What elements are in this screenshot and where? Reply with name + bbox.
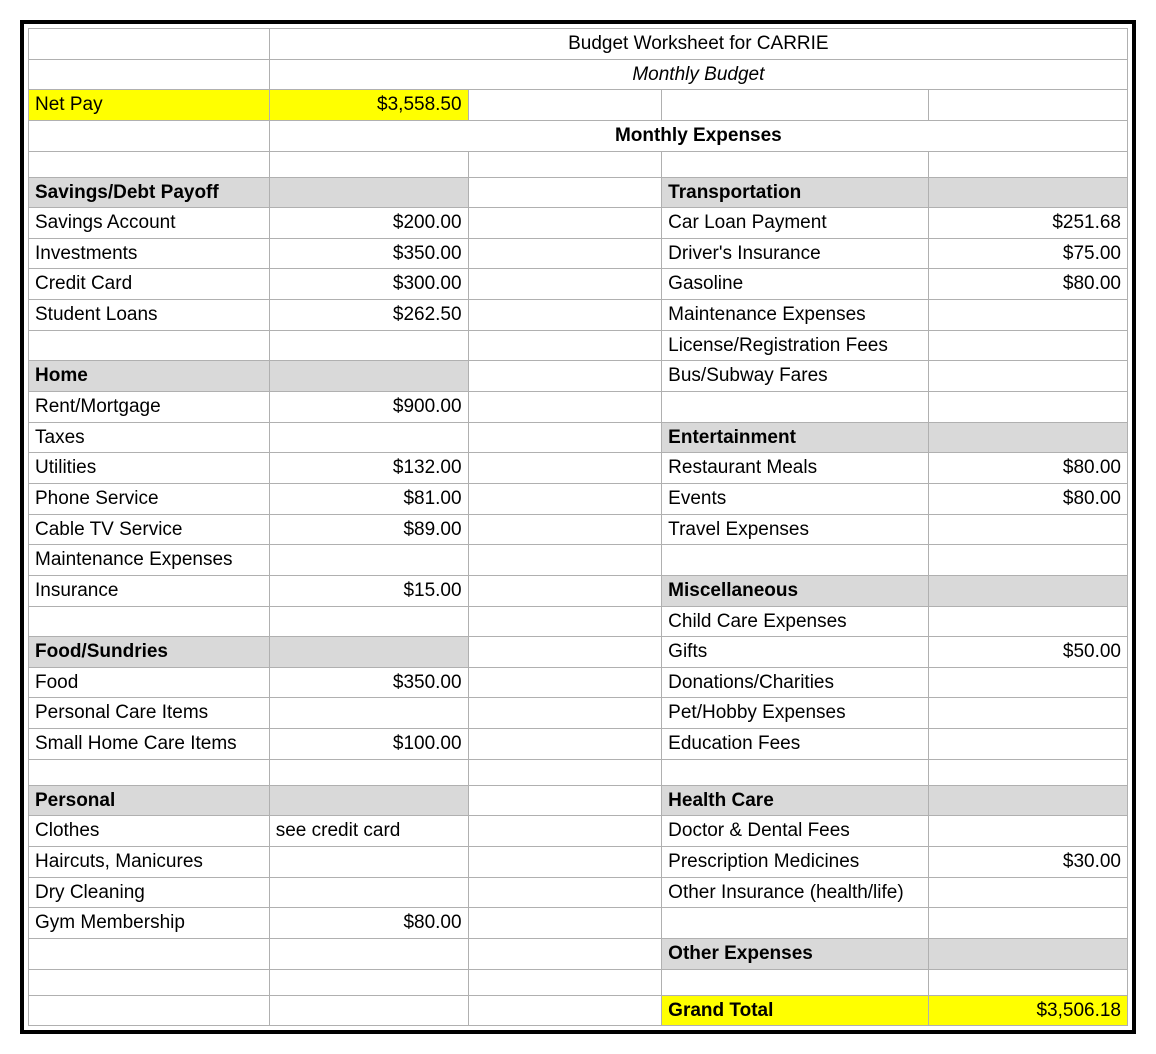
right-item-2-4-label: Education Fees [662, 729, 929, 760]
left-item-1-3-label: Phone Service [29, 483, 270, 514]
right-header-0-val [929, 177, 1128, 208]
left-item-1-2-label: Utilities [29, 453, 270, 484]
left-item-0-0-label: Savings Account [29, 208, 270, 239]
right-item-0-0-value: $251.68 [929, 208, 1128, 239]
right-header-3: Health Care [662, 785, 929, 816]
right-item-1-2-value [929, 514, 1128, 545]
left-item-1-1-label: Taxes [29, 422, 270, 453]
net-pay-value: $3,558.50 [269, 90, 468, 121]
right-item-1-0-label: Restaurant Meals [662, 453, 929, 484]
left-item-2-2-value: $100.00 [269, 729, 468, 760]
left-item-0-1-value: $350.00 [269, 238, 468, 269]
right-header-2: Miscellaneous [662, 575, 929, 606]
left-item-2-1-label: Personal Care Items [29, 698, 270, 729]
left-header-0: Savings/Debt Payoff [29, 177, 270, 208]
left-item-3-1-value [269, 847, 468, 878]
left-item-0-2-value: $300.00 [269, 269, 468, 300]
left-item-3-3-value: $80.00 [269, 908, 468, 939]
right-item-3-0-label: Doctor & Dental Fees [662, 816, 929, 847]
right-header-0: Transportation [662, 177, 929, 208]
left-item-1-5-value [269, 545, 468, 576]
right-item-0-1-value: $75.00 [929, 238, 1128, 269]
right-item-2-2-label: Donations/Charities [662, 667, 929, 698]
right-item-3-1-label: Prescription Medicines [662, 847, 929, 878]
left-item-0-1-label: Investments [29, 238, 270, 269]
right-item-2-1-value: $50.00 [929, 637, 1128, 668]
grand-total-value: $3,506.18 [929, 995, 1128, 1026]
net-pay-label: Net Pay [29, 90, 270, 121]
right-header-4-val [929, 938, 1128, 969]
left-item-1-5-label: Maintenance Expenses [29, 545, 270, 576]
left-item-1-3-value: $81.00 [269, 483, 468, 514]
budget-spreadsheet: Budget Worksheet for CARRIEMonthly Budge… [28, 28, 1128, 1026]
budget-worksheet-frame: Budget Worksheet for CARRIEMonthly Budge… [20, 20, 1136, 1034]
left-item-3-0-label: Clothes [29, 816, 270, 847]
left-item-1-6-value: $15.00 [269, 575, 468, 606]
left-item-3-2-value [269, 877, 468, 908]
right-item-1-1-label: Events [662, 483, 929, 514]
right-item-0-3-label: Maintenance Expenses [662, 300, 929, 331]
left-item-1-4-value: $89.00 [269, 514, 468, 545]
right-item-0-5-label: Bus/Subway Fares [662, 361, 929, 392]
right-item-1-2-label: Travel Expenses [662, 514, 929, 545]
left-item-2-0-label: Food [29, 667, 270, 698]
right-item-1-1-value: $80.00 [929, 483, 1128, 514]
left-item-1-0-value: $900.00 [269, 392, 468, 423]
left-header-2-val [269, 637, 468, 668]
left-item-0-3-value: $262.50 [269, 300, 468, 331]
left-item-3-1-label: Haircuts, Manicures [29, 847, 270, 878]
left-item-2-2-label: Small Home Care Items [29, 729, 270, 760]
right-item-2-2-value [929, 667, 1128, 698]
right-item-0-5-value [929, 361, 1128, 392]
right-item-0-2-value: $80.00 [929, 269, 1128, 300]
left-item-3-2-label: Dry Cleaning [29, 877, 270, 908]
left-item-1-4-label: Cable TV Service [29, 514, 270, 545]
right-item-3-0-value [929, 816, 1128, 847]
left-header-1: Home [29, 361, 270, 392]
monthly-expenses-heading: Monthly Expenses [269, 120, 1127, 151]
left-item-3-0-value: see credit card [269, 816, 468, 847]
left-header-3-val [269, 785, 468, 816]
right-item-0-0-label: Car Loan Payment [662, 208, 929, 239]
left-item-0-3-label: Student Loans [29, 300, 270, 331]
right-item-0-4-label: License/Registration Fees [662, 330, 929, 361]
left-header-1-val [269, 361, 468, 392]
worksheet-title: Budget Worksheet for CARRIE [269, 29, 1127, 60]
right-item-0-3-value [929, 300, 1128, 331]
right-item-2-3-label: Pet/Hobby Expenses [662, 698, 929, 729]
right-item-3-2-label: Other Insurance (health/life) [662, 877, 929, 908]
right-item-0-2-label: Gasoline [662, 269, 929, 300]
right-item-0-4-value [929, 330, 1128, 361]
right-header-4: Other Expenses [662, 938, 929, 969]
right-header-2-val [929, 575, 1128, 606]
right-item-2-3-value [929, 698, 1128, 729]
left-header-3: Personal [29, 785, 270, 816]
left-header-0-val [269, 177, 468, 208]
grand-total-label: Grand Total [662, 995, 929, 1026]
right-item-0-1-label: Driver's Insurance [662, 238, 929, 269]
right-item-2-0-value [929, 606, 1128, 637]
right-item-2-0-label: Child Care Expenses [662, 606, 929, 637]
right-item-2-1-label: Gifts [662, 637, 929, 668]
right-item-3-2-value [929, 877, 1128, 908]
left-item-3-3-label: Gym Membership [29, 908, 270, 939]
right-item-2-4-value [929, 729, 1128, 760]
left-item-2-0-value: $350.00 [269, 667, 468, 698]
right-item-1-0-value: $80.00 [929, 453, 1128, 484]
left-item-1-0-label: Rent/Mortgage [29, 392, 270, 423]
left-item-1-1-value [269, 422, 468, 453]
left-item-2-1-value [269, 698, 468, 729]
left-item-1-6-label: Insurance [29, 575, 270, 606]
right-header-1: Entertainment [662, 422, 929, 453]
left-item-0-2-label: Credit Card [29, 269, 270, 300]
right-header-3-val [929, 785, 1128, 816]
right-header-1-val [929, 422, 1128, 453]
left-item-0-0-value: $200.00 [269, 208, 468, 239]
worksheet-subtitle: Monthly Budget [269, 59, 1127, 90]
right-item-3-1-value: $30.00 [929, 847, 1128, 878]
left-header-2: Food/Sundries [29, 637, 270, 668]
left-item-1-2-value: $132.00 [269, 453, 468, 484]
